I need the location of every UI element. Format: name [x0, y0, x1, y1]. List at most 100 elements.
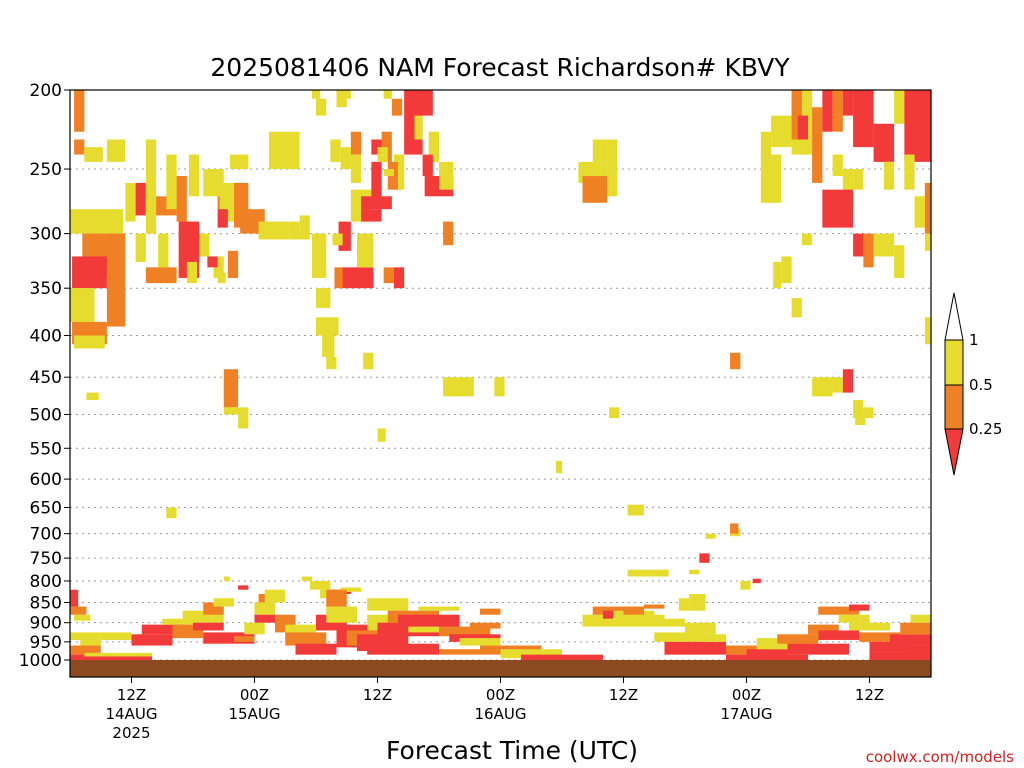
ri-cell — [74, 139, 85, 155]
ri-cell — [480, 608, 501, 615]
ri-cell — [80, 639, 101, 646]
colorbar-label: 0.25 — [969, 420, 1002, 438]
watermark: coolwx.com/models — [866, 748, 1014, 766]
ri-cell — [873, 233, 895, 257]
ri-cell — [371, 161, 382, 203]
ri-cell — [299, 215, 310, 240]
ri-cell — [863, 407, 874, 419]
ri-cell — [74, 90, 85, 132]
ri-cell — [199, 233, 210, 257]
ri-cell — [414, 90, 433, 116]
ri-cell — [125, 182, 136, 222]
ri-cell — [334, 267, 343, 289]
ri-cell — [408, 626, 450, 633]
ri-cell — [383, 169, 394, 177]
ri-cell — [894, 245, 905, 278]
ri-cell — [217, 209, 228, 228]
ri-cell — [131, 634, 173, 646]
ri-cell — [699, 553, 710, 563]
ri-cell — [760, 131, 772, 162]
ri-cell — [910, 614, 931, 623]
colorbar-yellow — [944, 339, 964, 386]
x-tick-date: 14AUG — [106, 705, 158, 723]
ri-cell — [285, 632, 327, 646]
ri-cell — [842, 169, 854, 210]
y-tick-label: 950 — [30, 633, 62, 653]
ri-cell — [746, 649, 788, 660]
ri-cell — [398, 614, 460, 629]
ri-cell — [853, 233, 864, 257]
x-tick-year: 2025 — [112, 724, 150, 742]
ri-cell — [627, 504, 644, 516]
ri-cell — [238, 585, 249, 590]
ri-cell — [223, 369, 239, 408]
ri-cell — [849, 622, 890, 631]
ri-cell — [223, 576, 230, 581]
ri-cell — [521, 654, 603, 660]
ri-cell — [607, 139, 618, 197]
ri-cell — [70, 606, 87, 615]
ri-cell — [145, 267, 177, 284]
ri-cell — [301, 576, 312, 581]
x-tick-label: 00Z — [240, 686, 269, 704]
x-tick-label: 12Z — [609, 686, 638, 704]
ri-cell — [791, 298, 802, 318]
ri-cell — [582, 176, 608, 203]
ri-cell — [311, 233, 327, 278]
ri-cell — [74, 614, 91, 621]
ri-cell — [381, 131, 392, 162]
y-tick-label: 500 — [30, 406, 62, 426]
ri-cell — [469, 622, 501, 629]
ri-cell — [238, 414, 249, 429]
y-tick-label: 850 — [30, 593, 62, 613]
ri-cell — [217, 272, 226, 284]
ri-cell — [316, 317, 339, 336]
ri-cell — [361, 209, 382, 222]
ri-cell — [72, 256, 107, 289]
x-tick-date: 15AUG — [229, 705, 281, 723]
y-tick-label: 450 — [30, 368, 62, 388]
data-cells — [70, 90, 931, 611]
ri-cell — [439, 161, 454, 190]
ri-cell — [70, 288, 95, 322]
ri-cell — [70, 632, 101, 640]
ri-cell — [244, 622, 265, 635]
ri-cell — [393, 267, 405, 289]
ri-cell — [443, 377, 474, 397]
ri-cell — [726, 654, 808, 660]
ri-cell — [791, 90, 802, 140]
ri-cell — [264, 589, 286, 603]
boundary-layer-cells — [70, 589, 931, 660]
ri-cell — [443, 221, 454, 246]
ri-cell — [838, 614, 870, 623]
y-tick-label: 200 — [30, 81, 62, 101]
ri-cell — [422, 154, 433, 177]
ri-cell — [357, 233, 374, 268]
ri-cell — [188, 154, 200, 197]
ri-cell — [145, 139, 157, 234]
ri-cell — [213, 256, 224, 278]
ri-cell — [924, 233, 931, 251]
ri-cell — [100, 632, 132, 640]
ri-cell — [213, 598, 234, 607]
ri-cell — [623, 606, 644, 615]
ri-cell — [106, 233, 126, 327]
ri-cell — [203, 169, 224, 197]
ri-cell — [822, 90, 833, 132]
ri-cell — [894, 90, 905, 124]
y-tick-label: 400 — [30, 326, 62, 346]
ri-cell — [326, 589, 347, 607]
x-tick-label: 12Z — [363, 686, 392, 704]
ri-cell — [808, 624, 839, 635]
ri-cell — [340, 267, 374, 289]
ri-cell — [849, 604, 870, 611]
ri-cell — [70, 654, 152, 660]
ri-cell — [890, 634, 931, 646]
ri-cell — [158, 233, 169, 268]
x-tick-label: 12Z — [855, 686, 884, 704]
ri-cell — [363, 352, 374, 370]
ri-cell — [822, 189, 854, 228]
ri-cell — [773, 261, 782, 289]
